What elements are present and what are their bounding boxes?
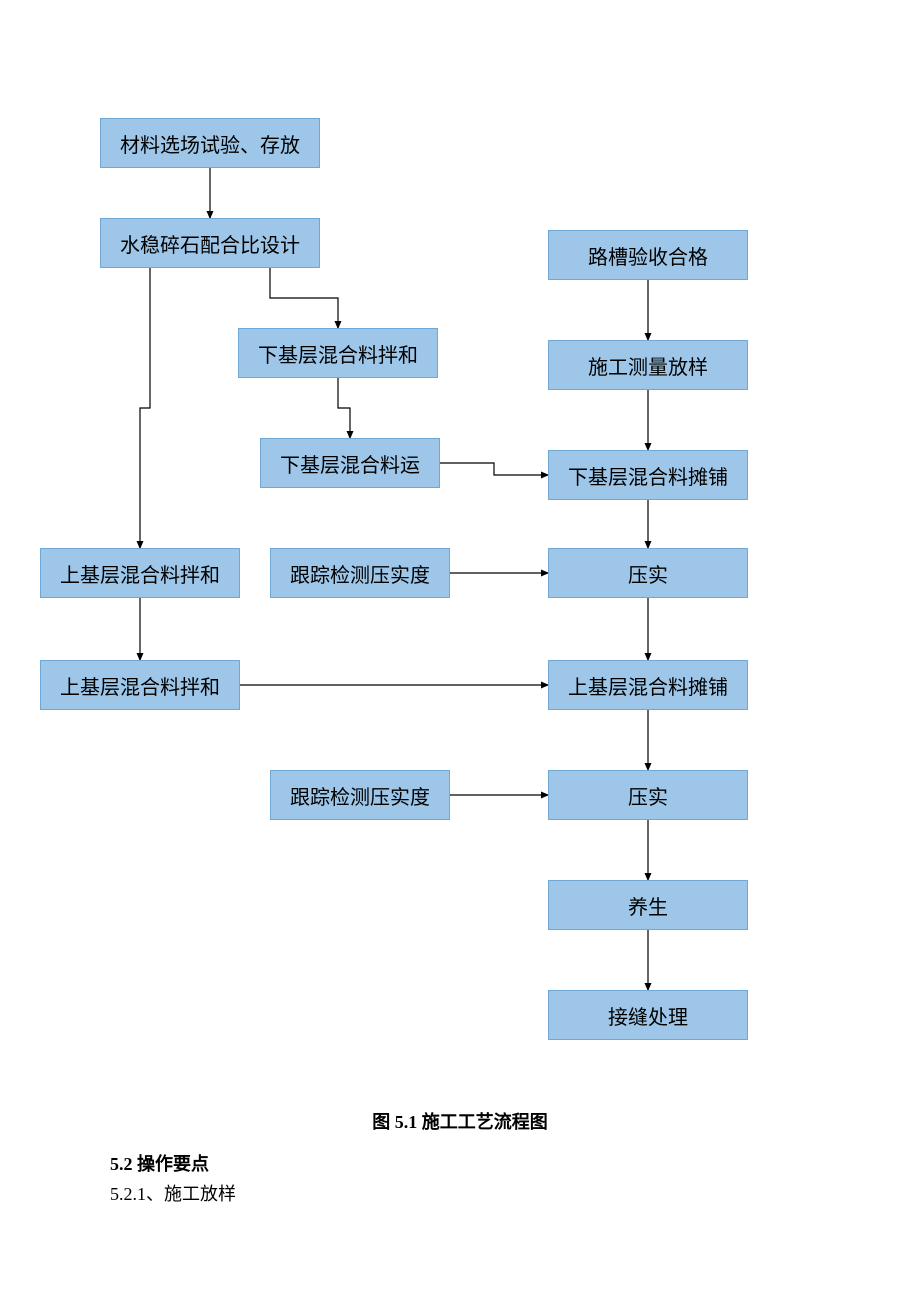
flow-node-n14: 压实: [548, 770, 748, 820]
flow-node-label: 压实: [628, 781, 668, 810]
flow-node-label: 下基层混合料拌和: [258, 339, 418, 368]
flow-node-n2: 水稳碎石配合比设计: [100, 218, 320, 268]
section-subheading: 5.2.1、施工放样: [110, 1180, 236, 1206]
flow-node-label: 水稳碎石配合比设计: [120, 229, 300, 258]
flow-node-label: 跟踪检测压实度: [290, 559, 430, 588]
flow-node-n11: 上基层混合料拌和: [40, 660, 240, 710]
section-heading: 5.2 操作要点: [110, 1150, 209, 1176]
flow-node-n3: 下基层混合料拌和: [238, 328, 438, 378]
flow-node-n8: 上基层混合料拌和: [40, 548, 240, 598]
flow-node-n16: 接缝处理: [548, 990, 748, 1040]
flow-node-label: 材料选场试验、存放: [120, 129, 300, 158]
flow-node-label: 上基层混合料拌和: [60, 671, 220, 700]
flow-edge: [140, 268, 150, 548]
flow-node-label: 路槽验收合格: [588, 241, 708, 270]
figure-caption: 图 5.1 施工工艺流程图: [0, 1108, 920, 1134]
flow-edge: [440, 463, 548, 475]
edges-layer: [0, 0, 920, 1302]
flow-node-n15: 养生: [548, 880, 748, 930]
flow-node-label: 养生: [628, 891, 668, 920]
flow-node-n4: 下基层混合料运: [260, 438, 440, 488]
flow-node-n6: 施工测量放样: [548, 340, 748, 390]
flow-node-n10: 压实: [548, 548, 748, 598]
flow-node-label: 跟踪检测压实度: [290, 781, 430, 810]
flow-node-label: 压实: [628, 559, 668, 588]
flow-node-n13: 跟踪检测压实度: [270, 770, 450, 820]
flow-node-label: 下基层混合料运: [280, 449, 420, 478]
flow-node-n12: 上基层混合料摊铺: [548, 660, 748, 710]
flow-node-label: 下基层混合料摊铺: [568, 461, 728, 490]
flow-node-label: 上基层混合料摊铺: [568, 671, 728, 700]
flow-edge: [270, 268, 338, 328]
flow-edge: [338, 378, 350, 438]
flow-node-n7: 下基层混合料摊铺: [548, 450, 748, 500]
page-canvas: 材料选场试验、存放水稳碎石配合比设计下基层混合料拌和下基层混合料运 路槽验收合格施…: [0, 0, 920, 1302]
flow-node-n9: 跟踪检测压实度: [270, 548, 450, 598]
flow-node-label: 上基层混合料拌和: [60, 559, 220, 588]
flow-node-label: 接缝处理: [608, 1001, 688, 1030]
flow-node-n1: 材料选场试验、存放: [100, 118, 320, 168]
flow-node-label: 施工测量放样: [588, 351, 708, 380]
flow-node-n5: 路槽验收合格: [548, 230, 748, 280]
